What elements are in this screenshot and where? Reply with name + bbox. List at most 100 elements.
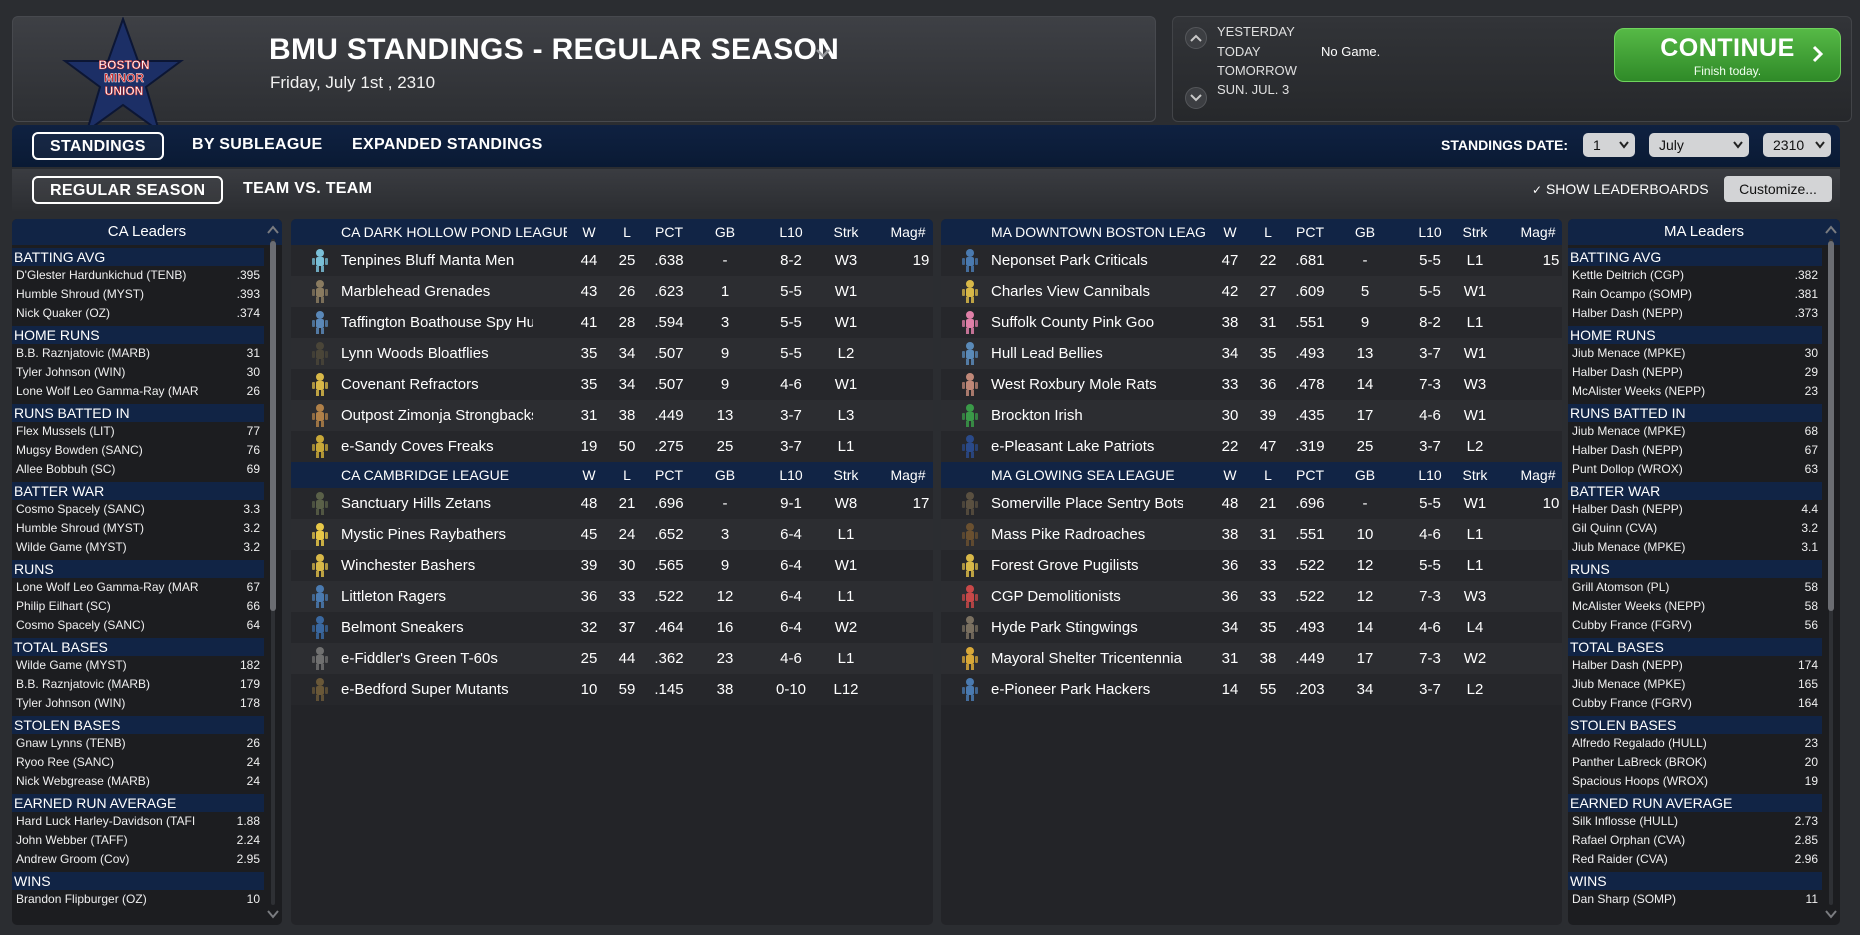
leader-row[interactable]: Hard Luck Harley-Davidson (TAFI 1.88 — [12, 812, 264, 831]
leader-player-name[interactable]: Cosmo Spacely (SANC) — [16, 502, 145, 516]
team-name[interactable]: Belmont Sneakers — [341, 619, 464, 636]
leader-player-name[interactable]: Kettle Deitrich (CGP) — [1572, 268, 1685, 282]
leader-player-name[interactable]: Lone Wolf Leo Gamma-Ray (MAR — [16, 580, 199, 594]
leader-row[interactable]: Gnaw Lynns (TENB) 26 — [12, 734, 264, 753]
leader-row[interactable]: Dan Sharp (SOMP) 11 — [1568, 890, 1822, 909]
leader-player-name[interactable]: Red Raider (CVA) — [1572, 852, 1668, 866]
tab-team-vs-team[interactable]: TEAM VS. TEAM — [243, 180, 373, 197]
leader-player-name[interactable]: Jiub Menace (MPKE) — [1572, 540, 1686, 554]
leader-player-name[interactable]: B.B. Raznjatovic (MARB) — [16, 346, 151, 360]
leader-row[interactable]: Halber Dash (NEPP) 4.4 — [1568, 500, 1822, 519]
leader-player-name[interactable]: B.B. Raznjatovic (MARB) — [16, 677, 151, 691]
league-name[interactable]: MA GLOWING SEA LEAGUE — [991, 467, 1175, 483]
leader-row[interactable]: Mugsy Bowden (SANC) 76 — [12, 441, 264, 460]
team-row[interactable]: Sanctuary Hills Zetans 48 21 .696 - 9-1 W8 17 — [291, 488, 933, 519]
team-name[interactable]: Taffington Boathouse Spy Hunters — [341, 314, 533, 331]
leader-row[interactable]: Wilde Game (MYST) 182 — [12, 656, 264, 675]
leader-player-name[interactable]: Jiub Menace (MPKE) — [1572, 346, 1686, 360]
chevron-down-icon[interactable] — [1825, 909, 1837, 919]
column-header-streak[interactable]: Strk — [1462, 224, 1488, 240]
leader-player-name[interactable]: Philip Eilhart (SC) — [16, 599, 111, 613]
leader-row[interactable]: Jiub Menace (MPKE) 165 — [1568, 675, 1822, 694]
team-name[interactable]: e-Bedford Super Mutants — [341, 681, 509, 698]
team-name[interactable]: West Roxbury Mole Rats — [991, 376, 1157, 393]
column-header-games-back[interactable]: GB — [1354, 467, 1376, 483]
leader-player-name[interactable]: Humble Shroud (MYST) — [16, 521, 145, 535]
team-name[interactable]: Marblehead Grenades — [341, 283, 491, 300]
leader-row[interactable]: Ryoo Ree (SANC) 24 — [12, 753, 264, 772]
column-header-wins[interactable]: W — [582, 467, 596, 483]
leader-row[interactable]: Jiub Menace (MPKE) 68 — [1568, 422, 1822, 441]
team-row[interactable]: Littleton Ragers 36 33 .522 12 6-4 L1 — [291, 581, 933, 612]
league-name[interactable]: CA CAMBRIDGE LEAGUE — [341, 467, 510, 483]
leader-player-name[interactable]: Halber Dash (NEPP) — [1572, 502, 1683, 516]
leader-player-name[interactable]: McAlister Weeks (NEPP) — [1572, 599, 1706, 613]
team-name[interactable]: Suffolk County Pink Goo — [991, 314, 1155, 331]
chevron-up-icon[interactable] — [267, 225, 279, 235]
team-name[interactable]: Forest Grove Pugilists — [991, 557, 1139, 574]
team-name[interactable]: Lynn Woods Bloatflies — [341, 345, 489, 362]
team-row[interactable]: e-Pioneer Park Hackers 14 55 .203 34 3-7 L2 — [941, 674, 1562, 705]
leader-player-name[interactable]: Alfredo Regalado (HULL) — [1572, 736, 1707, 750]
leader-row[interactable]: Tyler Johnson (WIN) 178 — [12, 694, 264, 713]
leader-player-name[interactable]: Hard Luck Harley-Davidson (TAFI — [16, 814, 196, 828]
schedule-today[interactable]: TODAY — [1217, 44, 1261, 59]
team-name[interactable]: e-Sandy Coves Freaks — [341, 438, 494, 455]
leader-player-name[interactable]: Nick Quaker (OZ) — [16, 306, 111, 320]
leader-player-name[interactable]: Ryoo Ree (SANC) — [16, 755, 115, 769]
leader-row[interactable]: Rafael Orphan (CVA) 2.85 — [1568, 831, 1822, 850]
team-name[interactable]: Neponset Park Criticals — [991, 252, 1148, 269]
team-row[interactable]: Taffington Boathouse Spy Hunters 41 28 .594… — [291, 307, 933, 338]
column-header-last-ten[interactable]: L10 — [779, 467, 803, 483]
leader-row[interactable]: B.B. Raznjatovic (MARB) 179 — [12, 675, 264, 694]
team-name[interactable]: Brockton Irish — [991, 407, 1083, 424]
leader-player-name[interactable]: Silk Inflosse (HULL) — [1572, 814, 1679, 828]
team-name[interactable]: e-Pioneer Park Hackers — [991, 681, 1151, 698]
leader-row[interactable]: D'Glester Hardunkichud (TENB) .395 — [12, 266, 264, 285]
leader-player-name[interactable]: Gnaw Lynns (TENB) — [16, 736, 126, 750]
leader-player-name[interactable]: Dan Sharp (SOMP) — [1572, 892, 1677, 906]
team-row[interactable]: Marblehead Grenades 43 26 .623 1 5-5 W1 — [291, 276, 933, 307]
leader-player-name[interactable]: D'Glester Hardunkichud (TENB) — [16, 268, 187, 282]
tab-expanded-standings[interactable]: EXPANDED STANDINGS — [352, 136, 543, 153]
team-row[interactable]: Winchester Bashers 39 30 .565 9 6-4 W1 — [291, 550, 933, 581]
leader-row[interactable]: Halber Dash (NEPP) 67 — [1568, 441, 1822, 460]
leader-row[interactable]: Halber Dash (NEPP) 29 — [1568, 363, 1822, 382]
leader-row[interactable]: Philip Eilhart (SC) 66 — [12, 597, 264, 616]
show-leaderboards-toggle[interactable]: ✓ SHOW LEADERBOARDS — [1532, 181, 1709, 197]
leader-row[interactable]: Rain Ocampo (SOMP) .381 — [1568, 285, 1822, 304]
column-header-last-ten[interactable]: L10 — [1418, 224, 1442, 240]
leader-player-name[interactable]: Wilde Game (MYST) — [16, 658, 127, 672]
leader-player-name[interactable]: Flex Mussels (LIT) — [16, 424, 115, 438]
leader-player-name[interactable]: Rain Ocampo (SOMP) — [1572, 287, 1693, 301]
leader-player-name[interactable]: Tyler Johnson (WIN) — [16, 365, 126, 379]
schedule-yesterday[interactable]: YESTERDAY — [1217, 24, 1295, 39]
leader-row[interactable]: McAlister Weeks (NEPP) 23 — [1568, 382, 1822, 401]
team-row[interactable]: Belmont Sneakers 32 37 .464 16 6-4 W2 — [291, 612, 933, 643]
leader-row[interactable]: Lone Wolf Leo Gamma-Ray (MAR 67 — [12, 578, 264, 597]
column-header-wins[interactable]: W — [1223, 224, 1237, 240]
leader-player-name[interactable]: Brandon Flipburger (OZ) — [16, 892, 147, 906]
standings-month-select[interactable]: July — [1649, 133, 1749, 157]
column-header-pct[interactable]: PCT — [1296, 467, 1324, 483]
leader-player-name[interactable]: Halber Dash (NEPP) — [1572, 306, 1683, 320]
standings-year-select[interactable]: 2310 — [1763, 133, 1831, 157]
leader-player-name[interactable]: Humble Shroud (MYST) — [16, 287, 145, 301]
leader-row[interactable]: Spacious Hoops (WROX) 19 — [1568, 772, 1822, 791]
team-row[interactable]: e-Fiddler's Green T-60s 25 44 .362 23 4-6 L1 — [291, 643, 933, 674]
leader-player-name[interactable]: Mugsy Bowden (SANC) — [16, 443, 143, 457]
team-row[interactable]: Forest Grove Pugilists 36 33 .522 12 5-5 L1 — [941, 550, 1562, 581]
leader-row[interactable]: Gil Quinn (CVA) 3.2 — [1568, 519, 1822, 538]
leader-row[interactable]: B.B. Raznjatovic (MARB) 31 — [12, 344, 264, 363]
leader-row[interactable]: Jiub Menace (MPKE) 30 — [1568, 344, 1822, 363]
standings-day-select[interactable]: 1 — [1583, 133, 1635, 157]
column-header-streak[interactable]: Strk — [1462, 467, 1488, 483]
team-name[interactable]: Winchester Bashers — [341, 557, 476, 574]
leader-row[interactable]: Punt Dollop (WROX) 63 — [1568, 460, 1822, 479]
leader-player-name[interactable]: Lone Wolf Leo Gamma-Ray (MAR — [16, 384, 199, 398]
tab-standings[interactable]: STANDINGS — [32, 132, 164, 160]
leader-row[interactable]: Nick Webgrease (MARB) 24 — [12, 772, 264, 791]
column-header-wins[interactable]: W — [1223, 467, 1237, 483]
chevron-up-icon[interactable] — [1825, 225, 1837, 235]
leader-row[interactable]: Panther LaBreck (BROK) 20 — [1568, 753, 1822, 772]
